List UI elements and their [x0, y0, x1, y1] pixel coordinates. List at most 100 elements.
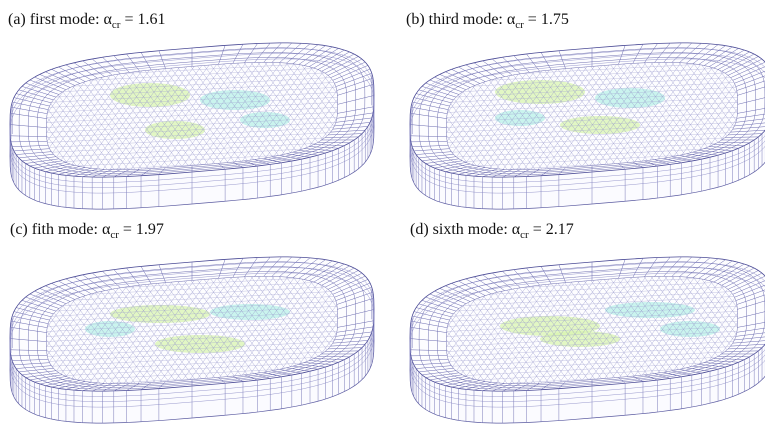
mesh-line	[654, 276, 738, 384]
mesh-line	[521, 62, 643, 170]
mesh-ring	[418, 47, 765, 176]
mesh-line	[191, 62, 313, 170]
caption-value: = 1.75	[528, 11, 569, 28]
mesh-ring	[437, 57, 747, 172]
caption-text: fith mode: α	[32, 221, 111, 238]
mesh-line	[46, 343, 338, 365]
mesh-line	[570, 276, 692, 384]
mesh-line	[668, 62, 738, 170]
mesh-line	[682, 62, 738, 170]
mesh-line	[107, 62, 229, 170]
mesh-line	[170, 276, 292, 384]
caption: (a) first mode: αcr = 1.61	[8, 11, 166, 32]
mesh-line	[100, 276, 222, 384]
mesh-line	[198, 276, 320, 384]
mesh-line	[507, 276, 629, 384]
mesh	[0, 25, 380, 210]
mesh-line	[549, 62, 671, 170]
mesh-line	[591, 62, 713, 170]
mesh-ring	[27, 52, 357, 174]
stress-blob	[200, 90, 270, 110]
mesh-line	[0, 254, 4, 414]
mesh-line	[114, 62, 236, 170]
mesh-ring	[437, 271, 747, 386]
mesh-line	[682, 276, 738, 384]
stress-blob	[560, 116, 640, 134]
mesh-line	[640, 276, 738, 384]
mesh-line	[46, 328, 338, 350]
mesh-line	[598, 62, 720, 170]
mesh-line	[493, 62, 615, 170]
mesh-line	[261, 62, 338, 170]
mesh-line	[514, 62, 636, 170]
stress-blob	[145, 121, 205, 139]
caption-label: (b)	[406, 11, 425, 28]
mesh-line	[46, 134, 338, 156]
mesh-line	[0, 254, 11, 414]
mesh-line	[446, 333, 738, 355]
caption-label: (d)	[410, 221, 429, 238]
mesh-line	[205, 62, 327, 170]
mesh-line	[514, 276, 636, 384]
stress-blob	[155, 335, 245, 353]
mesh-line	[0, 25, 380, 45]
mesh-line	[446, 114, 738, 136]
mesh-line	[446, 318, 738, 340]
mesh-line	[584, 62, 706, 170]
mesh-line	[163, 276, 285, 384]
mesh-line	[46, 318, 338, 340]
mesh-line	[0, 40, 4, 200]
mesh-line	[46, 109, 338, 131]
stress-blob	[210, 304, 290, 320]
mesh-line	[46, 119, 338, 141]
mesh-line	[46, 308, 338, 330]
mesh-line	[46, 323, 338, 345]
mesh-line	[177, 62, 299, 170]
mesh-line	[121, 62, 243, 170]
mesh-line	[107, 276, 229, 384]
mesh-line	[400, 239, 765, 259]
mesh-line	[46, 79, 338, 101]
mesh-line	[121, 276, 243, 384]
mesh-line	[46, 288, 338, 310]
mesh-line	[254, 276, 338, 384]
mesh-line	[156, 276, 278, 384]
mesh-line	[163, 62, 285, 170]
mesh-ring	[37, 57, 347, 172]
mesh-line	[46, 348, 338, 370]
mesh-line	[198, 62, 320, 170]
mesh-line	[184, 62, 306, 170]
panel: (a) first mode: αcr = 1.61	[0, 11, 380, 210]
mesh-line	[135, 62, 257, 170]
caption-text: first mode: α	[30, 11, 113, 28]
mesh-line	[446, 99, 738, 121]
mesh-line	[240, 276, 338, 384]
mesh-line	[507, 62, 629, 170]
caption-subscript: cr	[520, 229, 529, 241]
mesh-line	[549, 276, 671, 384]
mesh-line	[46, 293, 338, 315]
mesh-line	[247, 276, 338, 384]
mesh-line	[0, 40, 11, 200]
mesh-line	[556, 276, 678, 384]
mesh-line	[254, 62, 338, 170]
mesh-line	[93, 276, 215, 384]
stress-blob	[660, 321, 720, 337]
mesh-line	[584, 276, 706, 384]
mesh-ring	[409, 48, 765, 183]
mesh-line	[661, 62, 738, 170]
mesh-line	[114, 276, 236, 384]
mesh-line	[261, 276, 338, 384]
mesh-ring	[409, 262, 765, 397]
mesh-line	[675, 276, 738, 384]
caption: (c) fith mode: αcr = 1.97	[10, 221, 164, 242]
mesh-line	[446, 343, 738, 365]
mesh-line	[93, 62, 215, 170]
caption-value: = 1.97	[123, 221, 164, 238]
stress-blob	[540, 331, 620, 347]
mesh-line	[598, 276, 720, 384]
mesh-line	[100, 62, 222, 170]
mesh-line	[142, 62, 264, 170]
mesh	[400, 239, 765, 424]
